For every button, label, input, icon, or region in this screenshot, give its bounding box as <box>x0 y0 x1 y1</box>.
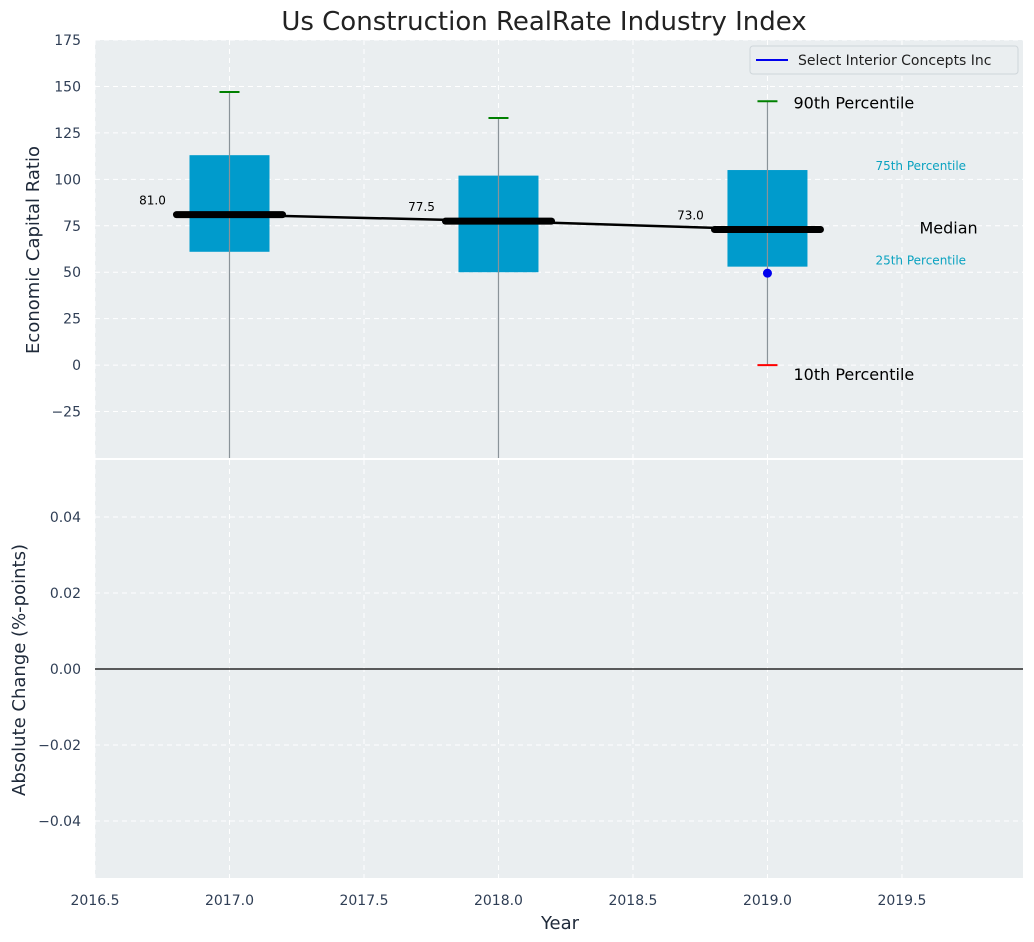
top-y-tick-label: 75 <box>63 219 81 235</box>
top-y-tick-label: −25 <box>51 405 81 421</box>
median-value-label: 73.0 <box>677 208 704 222</box>
bottom-y-tick-label: −0.04 <box>38 814 81 830</box>
bottom-y-tick-label: 0.02 <box>50 586 81 602</box>
top-y-tick-label: 0 <box>72 358 81 374</box>
annotation-median: Median <box>919 218 977 237</box>
top-y-axis-label: Economic Capital Ratio <box>23 146 44 354</box>
x-tick-label: 2019.5 <box>877 893 926 909</box>
bottom-y-tick-label: 0.00 <box>50 662 81 678</box>
top-y-ticks: −25 0 25 50 75 100 125 150 175 <box>51 33 81 421</box>
legend-entry-company: Select Interior Concepts Inc <box>798 53 992 69</box>
top-y-tick-label: 175 <box>54 33 81 49</box>
x-tick-label: 2016.5 <box>71 893 120 909</box>
chart-title: Us Construction RealRate Industry Index <box>281 7 806 37</box>
bottom-panel: −0.04 −0.02 0.00 0.02 0.04 Absolute Change (… <box>9 460 1023 878</box>
x-ticks: 2016.5 2017.0 2017.5 2018.0 2018.5 2019.0 2019… <box>71 893 927 909</box>
annotation-25th: 25th Percentile <box>875 254 966 268</box>
top-y-tick-label: 100 <box>54 172 81 188</box>
top-y-tick-label: 25 <box>63 312 81 328</box>
median-value-label: 81.0 <box>139 194 166 208</box>
company-point <box>762 268 772 278</box>
top-panel: −25 0 25 50 75 100 125 150 175 81.0 77.5 73.0 90th… <box>23 33 1023 458</box>
x-tick-label: 2018.0 <box>474 893 523 909</box>
annotation-75th: 75th Percentile <box>875 159 966 173</box>
annotation-90th: 90th Percentile <box>793 93 914 112</box>
top-y-tick-label: 150 <box>54 79 81 95</box>
median-value-label: 77.5 <box>408 200 435 214</box>
x-axis-label: Year <box>540 913 580 934</box>
bottom-y-axis-label: Absolute Change (%-points) <box>9 544 30 796</box>
legend: Select Interior Concepts Inc <box>749 45 1019 75</box>
annotations: 90th Percentile 75th Percentile Median 25th… <box>793 93 977 384</box>
top-grid <box>94 39 1023 458</box>
boxes: 81.0 77.5 73.0 <box>139 91 824 458</box>
bottom-y-tick-label: −0.02 <box>38 738 81 754</box>
x-tick-label: 2019.0 <box>743 893 792 909</box>
x-tick-label: 2017.5 <box>339 893 388 909</box>
legend-box <box>749 45 1019 75</box>
x-tick-label: 2017.0 <box>205 893 254 909</box>
bottom-y-ticks: −0.04 −0.02 0.00 0.02 0.04 <box>38 510 81 830</box>
annotation-10th: 10th Percentile <box>793 365 914 384</box>
x-tick-label: 2018.5 <box>608 893 657 909</box>
bottom-y-tick-label: 0.04 <box>50 510 81 526</box>
top-y-tick-label: 50 <box>63 265 81 281</box>
top-y-tick-label: 125 <box>54 126 81 142</box>
